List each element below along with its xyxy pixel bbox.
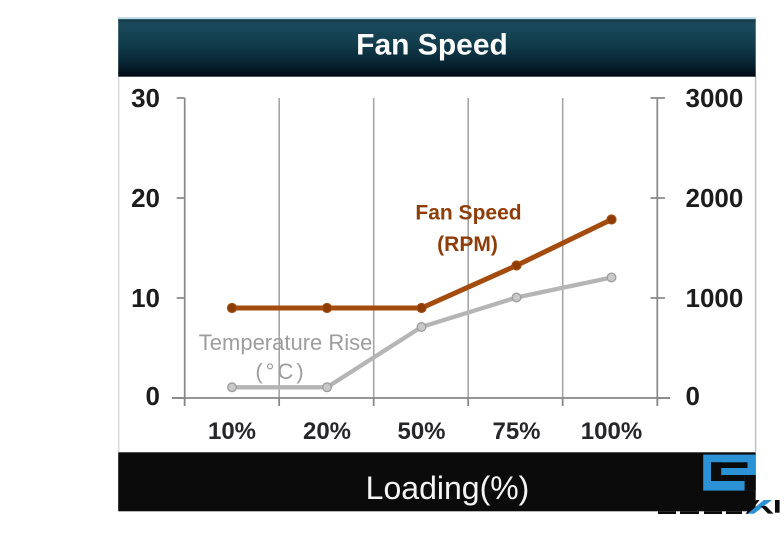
svg-text:30: 30	[131, 83, 160, 113]
svg-text:100%: 100%	[581, 418, 642, 445]
svg-text:20%: 20%	[303, 418, 351, 445]
svg-text:10: 10	[131, 283, 160, 313]
svg-text:75%: 75%	[492, 418, 540, 445]
svg-text:(RPM): (RPM)	[437, 233, 498, 256]
svg-text:(°C): (°C)	[255, 359, 306, 384]
svg-text:10%: 10%	[208, 418, 256, 445]
svg-text:0: 0	[146, 381, 160, 411]
svg-text:1000: 1000	[686, 283, 744, 313]
svg-text:20: 20	[131, 183, 160, 213]
svg-text:50%: 50%	[397, 418, 445, 445]
svg-text:2000: 2000	[686, 183, 744, 213]
svg-text:Temperature Rise: Temperature Rise	[199, 330, 373, 355]
svg-text:Loading(%): Loading(%)	[366, 470, 530, 506]
svg-text:3000: 3000	[686, 83, 744, 113]
svg-text:Fan Speed: Fan Speed	[356, 28, 508, 61]
svg-text:Fan Speed: Fan Speed	[415, 202, 521, 225]
svg-text:0: 0	[686, 381, 700, 411]
